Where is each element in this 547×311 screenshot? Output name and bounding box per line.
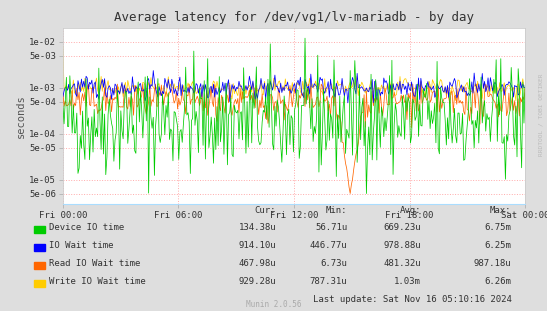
Text: 914.10u: 914.10u: [238, 241, 276, 250]
Text: 481.32u: 481.32u: [383, 259, 421, 268]
Text: Last update: Sat Nov 16 05:10:16 2024: Last update: Sat Nov 16 05:10:16 2024: [312, 295, 511, 304]
Text: IO Wait time: IO Wait time: [49, 241, 114, 250]
Text: Cur:: Cur:: [255, 206, 276, 215]
Text: 987.18u: 987.18u: [474, 259, 511, 268]
Text: 446.77u: 446.77u: [310, 241, 347, 250]
Text: 6.25m: 6.25m: [485, 241, 511, 250]
Text: Min:: Min:: [326, 206, 347, 215]
Text: Device IO time: Device IO time: [49, 223, 125, 232]
Text: 1.03m: 1.03m: [394, 277, 421, 286]
Text: 6.73u: 6.73u: [321, 259, 347, 268]
Text: 978.88u: 978.88u: [383, 241, 421, 250]
Text: 6.26m: 6.26m: [485, 277, 511, 286]
Text: Write IO Wait time: Write IO Wait time: [49, 277, 146, 286]
Text: 669.23u: 669.23u: [383, 223, 421, 232]
Text: Max:: Max:: [490, 206, 511, 215]
Text: 787.31u: 787.31u: [310, 277, 347, 286]
Text: RRDTOOL / TOBI OETIKER: RRDTOOL / TOBI OETIKER: [538, 74, 543, 156]
Text: 467.98u: 467.98u: [238, 259, 276, 268]
Title: Average latency for /dev/vg1/lv-mariadb - by day: Average latency for /dev/vg1/lv-mariadb …: [114, 11, 474, 24]
Text: 56.71u: 56.71u: [315, 223, 347, 232]
Text: Read IO Wait time: Read IO Wait time: [49, 259, 141, 268]
Y-axis label: seconds: seconds: [16, 94, 26, 138]
Text: Avg:: Avg:: [400, 206, 421, 215]
Text: 134.38u: 134.38u: [238, 223, 276, 232]
Text: Munin 2.0.56: Munin 2.0.56: [246, 300, 301, 309]
Text: 929.28u: 929.28u: [238, 277, 276, 286]
Text: 6.75m: 6.75m: [485, 223, 511, 232]
